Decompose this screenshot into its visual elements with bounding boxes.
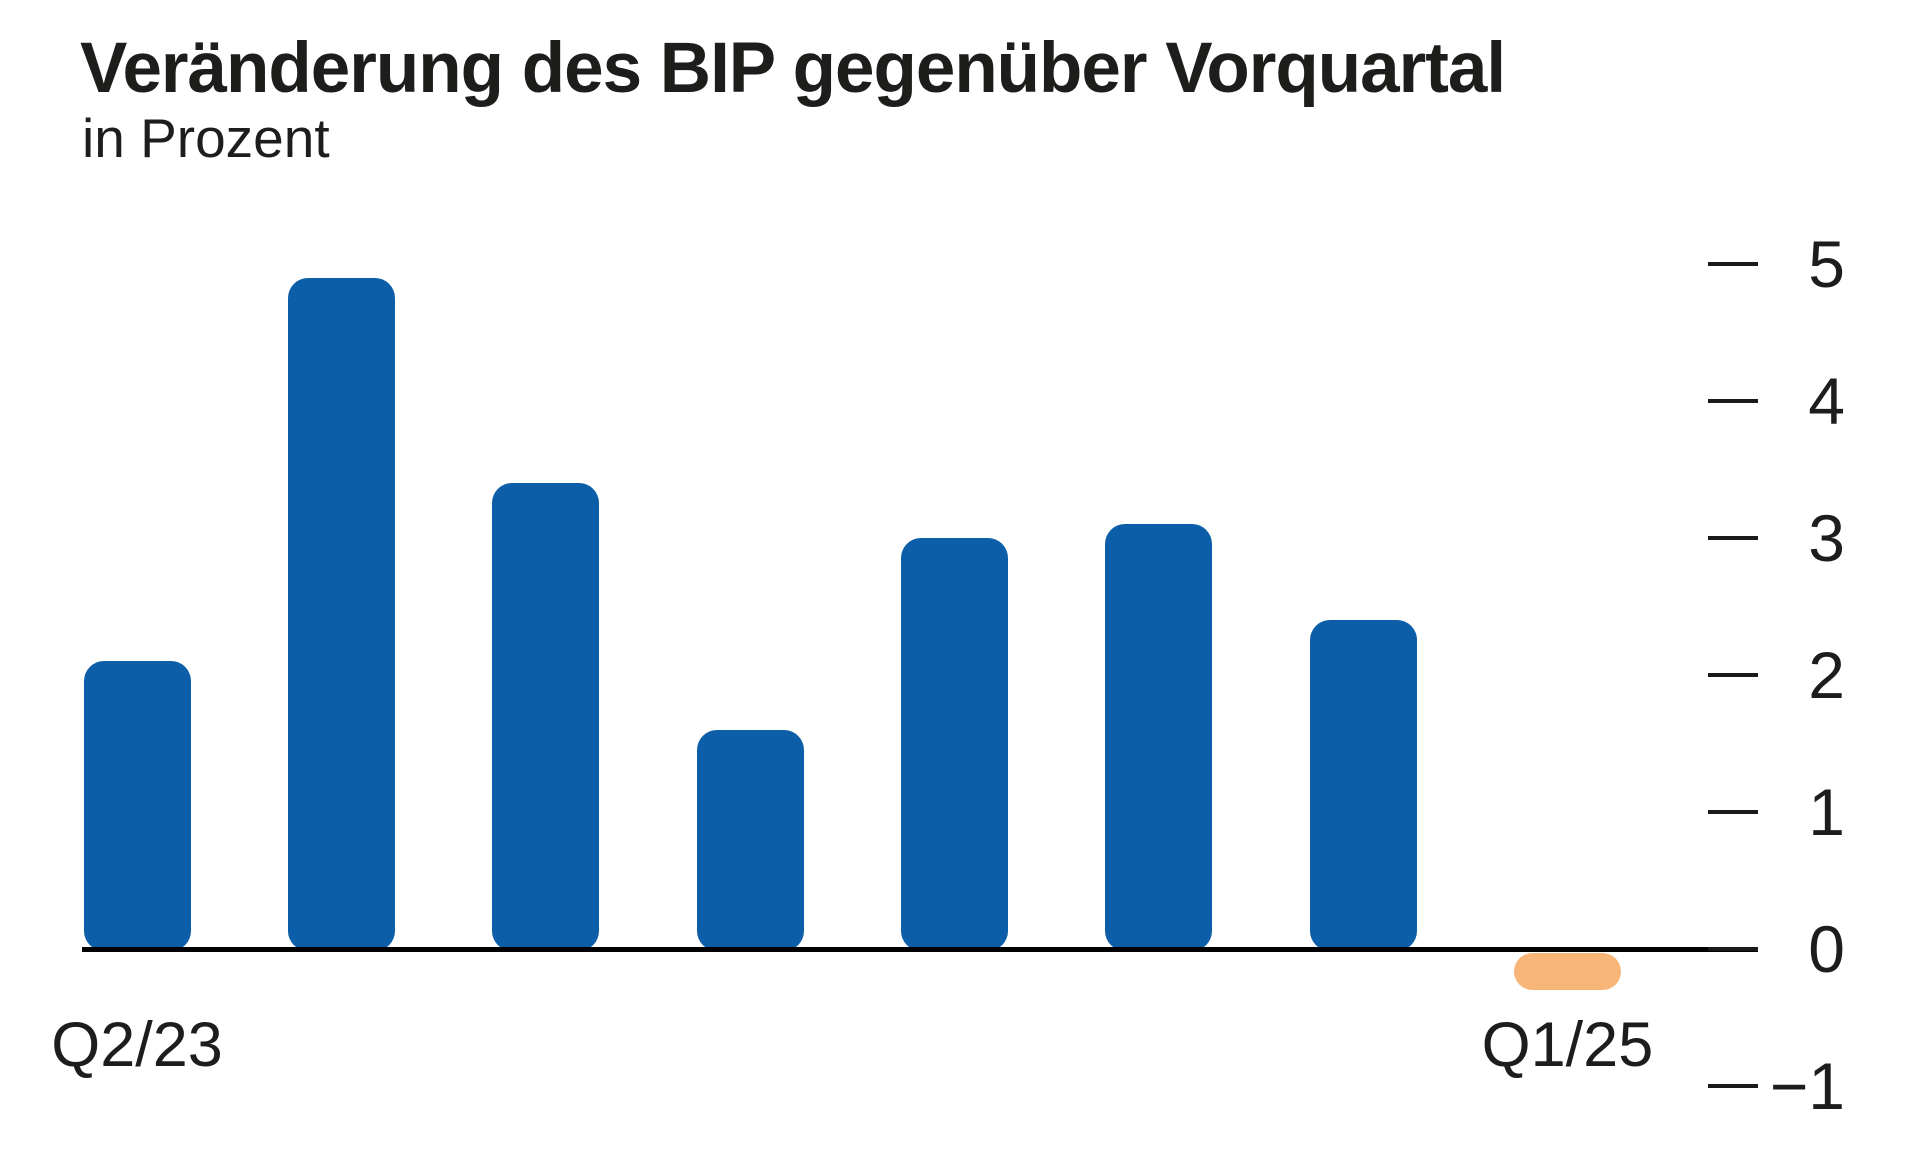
y-tick-dash-1 [1708, 810, 1758, 814]
y-tick-label-−1: −1 [1769, 1049, 1845, 1123]
chart-title: Veränderung des BIP gegenüber Vorquartal [80, 29, 1506, 108]
zero-baseline [82, 947, 1758, 952]
bar-Q2/24 [900, 538, 1008, 951]
bar-Q1/25 [1513, 953, 1621, 991]
y-tick-label-2: 2 [1808, 638, 1845, 712]
x-axis-label-Q2/23: Q2/23 [51, 1010, 223, 1080]
y-tick-dash-2 [1708, 673, 1758, 677]
y-tick-dash-5 [1708, 262, 1758, 266]
y-tick-dash-3 [1708, 536, 1758, 540]
y-tick-dash-4 [1708, 399, 1758, 403]
bar-Q4/24 [1309, 620, 1417, 951]
y-tick-label-3: 3 [1808, 501, 1845, 575]
bar-Q2/23 [83, 661, 191, 951]
y-tick-label-4: 4 [1808, 364, 1845, 438]
y-tick-dash-0 [1708, 947, 1758, 951]
y-tick-label-1: 1 [1808, 775, 1845, 849]
y-tick-dash-−1 [1708, 1084, 1758, 1088]
y-tick-label-0: 0 [1808, 912, 1845, 986]
y-tick-label-5: 5 [1808, 227, 1845, 301]
chart-subtitle: in Prozent [82, 107, 330, 169]
bar-Q3/23 [287, 277, 395, 951]
x-axis-label-Q1/25: Q1/25 [1481, 1010, 1654, 1080]
bar-Q3/24 [1105, 524, 1213, 951]
bar-Q1/24 [696, 729, 804, 951]
bar-Q4/23 [492, 483, 600, 951]
